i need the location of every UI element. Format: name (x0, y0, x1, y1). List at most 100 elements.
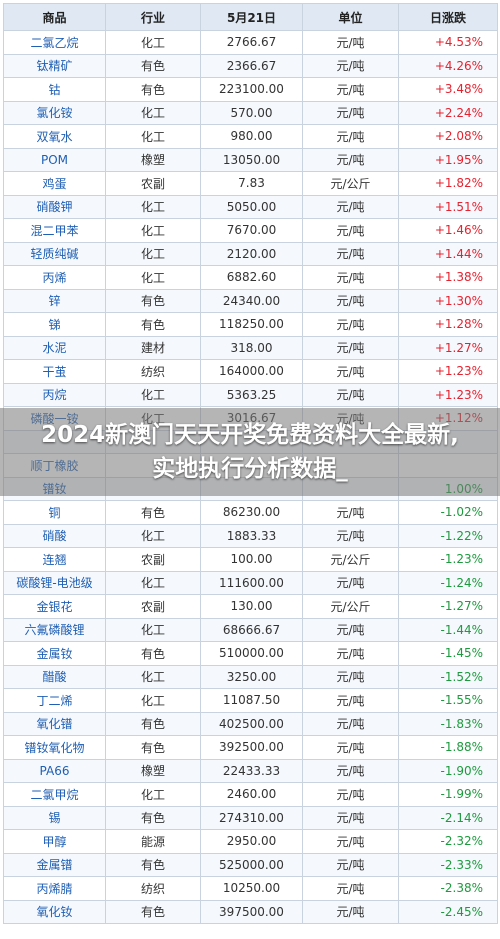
change-cell: -1.52% (398, 664, 498, 689)
commodity-name[interactable]: 镨钕氧化物 (3, 735, 106, 760)
table-row: 锌有色 24340.00 元/吨 +1.30% (3, 288, 498, 313)
commodity-name[interactable]: 丙烷 (3, 382, 106, 407)
table-row: 甲醇 能源 2950.00 元/吨 -2.32% (3, 829, 498, 854)
change-cell: +1.46% (398, 218, 498, 243)
header-commodity[interactable]: 商品 (3, 3, 106, 31)
commodity-name[interactable]: 二氯甲烷 (3, 782, 106, 807)
industry-cell: 建材 (105, 335, 201, 360)
change-cell: +1.27% (398, 335, 498, 360)
commodity-name[interactable]: 水泥 (3, 335, 106, 360)
table-row: 硝酸钾 化工 5050.00 元/吨 +1.51% (3, 194, 498, 219)
change-cell: -2.33% (398, 852, 498, 877)
commodity-name[interactable]: 氯化铵 (3, 100, 106, 125)
price-cell: 3250.00 (200, 664, 303, 689)
commodity-name[interactable]: 六氟磷酸锂 (3, 617, 106, 642)
commodity-name[interactable]: 双氧水 (3, 124, 106, 149)
table-row: 轻质纯碱 化工 2120.00 元/吨 +1.44% (3, 241, 498, 266)
commodity-name[interactable]: 醋酸 (3, 664, 106, 689)
commodity-table-container: 商品 行业 5月21日 单位 日涨跌 二氯乙烷 化工 2766.67 元/吨 +4.53… (3, 3, 498, 924)
header-unit[interactable]: 单位 (302, 3, 399, 31)
commodity-name[interactable]: PA66 (3, 758, 106, 783)
price-cell: 2950.00 (200, 829, 303, 854)
industry-cell: 有色 (105, 805, 201, 830)
price-cell: 1883.33 (200, 523, 303, 548)
table-row: 醋酸 化工 3250.00 元/吨 -1.52% (3, 664, 498, 689)
commodity-name[interactable]: 混二甲苯 (3, 218, 106, 243)
change-cell: +3.48% (398, 77, 498, 102)
commodity-name[interactable]: 金属镨 (3, 852, 106, 877)
change-cell: +2.24% (398, 100, 498, 125)
unit-cell: 元/吨 (302, 30, 399, 55)
unit-cell: 元/吨 (302, 218, 399, 243)
commodity-name[interactable]: 锑 (3, 312, 106, 337)
commodity-name[interactable]: 连翘 (3, 547, 106, 572)
price-cell: 86230.00 (200, 500, 303, 525)
commodity-name[interactable]: 碳酸锂-电池级 (3, 570, 106, 595)
table-row: 氧化镨 有色 402500.00 元/吨 -1.83% (3, 711, 498, 736)
change-cell: -1.27% (398, 594, 498, 619)
commodity-name[interactable]: 丙烯 (3, 265, 106, 290)
industry-cell: 纺织 (105, 359, 201, 384)
commodity-name[interactable]: 硝酸钾 (3, 194, 106, 219)
unit-cell: 元/吨 (302, 359, 399, 384)
industry-cell: 化工 (105, 194, 201, 219)
unit-cell: 元/吨 (302, 758, 399, 783)
change-cell: -1.88% (398, 735, 498, 760)
header-industry[interactable]: 行业 (105, 3, 201, 31)
industry-cell: 纺织 (105, 876, 201, 901)
price-cell: 223100.00 (200, 77, 303, 102)
commodity-name[interactable]: 金属钕 (3, 641, 106, 666)
industry-cell: 能源 (105, 829, 201, 854)
header-daily-change[interactable]: 日涨跌 (398, 3, 498, 31)
unit-cell: 元/吨 (302, 288, 399, 313)
commodity-name[interactable]: 硝酸 (3, 523, 106, 548)
commodity-name[interactable]: 丁二烯 (3, 688, 106, 713)
change-cell: -1.55% (398, 688, 498, 713)
price-cell: 525000.00 (200, 852, 303, 877)
unit-cell: 元/吨 (302, 735, 399, 760)
price-cell: 24340.00 (200, 288, 303, 313)
industry-cell: 化工 (105, 523, 201, 548)
price-cell: 11087.50 (200, 688, 303, 713)
commodity-name[interactable]: 二氯乙烷 (3, 30, 106, 55)
commodity-name[interactable]: 钴 (3, 77, 106, 102)
commodity-name[interactable]: 轻质纯碱 (3, 241, 106, 266)
commodity-name[interactable]: 氧化钕 (3, 899, 106, 924)
unit-cell: 元/吨 (302, 241, 399, 266)
commodity-name[interactable]: 锌 (3, 288, 106, 313)
commodity-name[interactable]: 干茧 (3, 359, 106, 384)
commodity-name[interactable]: 铜 (3, 500, 106, 525)
industry-cell: 有色 (105, 711, 201, 736)
commodity-name[interactable]: 锡 (3, 805, 106, 830)
commodity-name[interactable]: 钛精矿 (3, 53, 106, 78)
price-cell: 118250.00 (200, 312, 303, 337)
commodity-name[interactable]: 氧化镨 (3, 711, 106, 736)
table-row: PA66 橡塑 22433.33 元/吨 -1.90% (3, 758, 498, 783)
industry-cell: 化工 (105, 782, 201, 807)
unit-cell: 元/吨 (302, 829, 399, 854)
industry-cell: 化工 (105, 617, 201, 642)
table-row: 混二甲苯 化工 7670.00 元/吨 +1.46% (3, 218, 498, 243)
commodity-name[interactable]: POM (3, 147, 106, 172)
industry-cell: 化工 (105, 382, 201, 407)
change-cell: +1.82% (398, 171, 498, 196)
price-cell: 397500.00 (200, 899, 303, 924)
commodity-name[interactable]: 丙烯腈 (3, 876, 106, 901)
unit-cell: 元/吨 (302, 782, 399, 807)
change-cell: +1.30% (398, 288, 498, 313)
change-cell: +1.28% (398, 312, 498, 337)
industry-cell: 有色 (105, 53, 201, 78)
commodity-name[interactable]: 金银花 (3, 594, 106, 619)
unit-cell: 元/吨 (302, 570, 399, 595)
table-row: 硝酸 化工 1883.33 元/吨 -1.22% (3, 523, 498, 548)
table-row: 水泥 建材 318.00 元/吨 +1.27% (3, 335, 498, 360)
table-row: 金属镨 有色 525000.00 元/吨 -2.33% (3, 852, 498, 877)
commodity-name[interactable]: 鸡蛋 (3, 171, 106, 196)
header-date-price[interactable]: 5月21日 (200, 3, 303, 31)
unit-cell: 元/吨 (302, 711, 399, 736)
commodity-name[interactable]: 甲醇 (3, 829, 106, 854)
table-row: 镨钕氧化物 有色 392500.00 元/吨 -1.88% (3, 735, 498, 760)
change-cell: +1.23% (398, 359, 498, 384)
table-row: 丙烷 化工 5363.25 元/吨 +1.23% (3, 382, 498, 407)
industry-cell: 农副 (105, 547, 201, 572)
